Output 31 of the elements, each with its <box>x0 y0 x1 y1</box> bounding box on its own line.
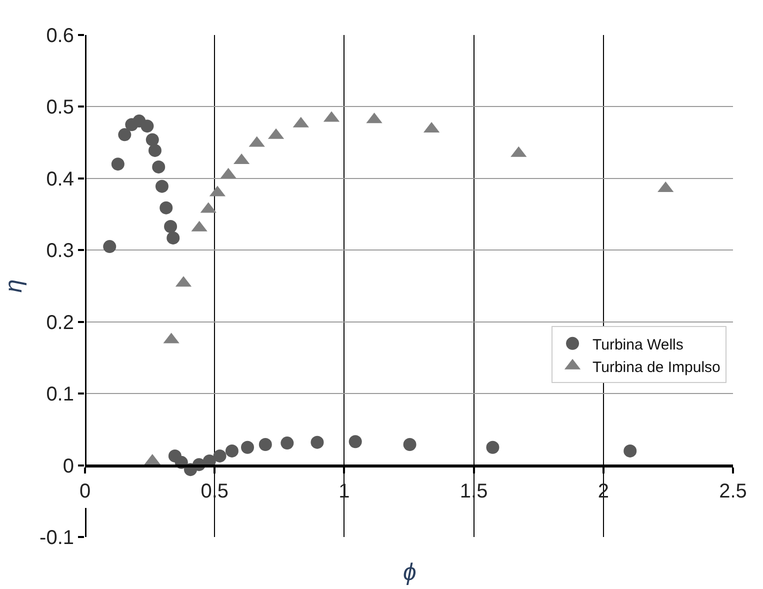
y-tick-label: 0.2 <box>46 312 74 334</box>
point <box>103 240 116 254</box>
y-tick-label: 0.5 <box>46 96 74 119</box>
point <box>152 160 166 174</box>
legend-label: Turbina de Impulso <box>592 358 720 376</box>
point <box>155 180 168 193</box>
point <box>160 201 173 214</box>
y-tick-label: 0.3 <box>46 240 74 262</box>
point <box>166 231 180 244</box>
point <box>148 144 162 157</box>
y-tick-label: -0.1 <box>40 527 74 549</box>
point <box>486 440 500 454</box>
x-axis-title: ϕ <box>403 559 416 586</box>
point <box>280 436 294 450</box>
y-tick-label: 0.6 <box>46 25 74 47</box>
point <box>225 444 238 458</box>
y-tick-label: 0.1 <box>46 384 74 406</box>
point <box>258 438 272 451</box>
y-tick-label: 0 <box>62 455 74 478</box>
y-tick-label: 0.4 <box>46 168 74 190</box>
point <box>348 435 362 448</box>
point <box>164 220 178 233</box>
x-tick-label: 0 <box>79 480 91 502</box>
point <box>213 449 226 462</box>
point <box>403 438 416 451</box>
point <box>624 444 637 458</box>
x-tick-label: 2.5 <box>719 480 747 502</box>
point <box>241 440 254 454</box>
point <box>310 436 324 449</box>
y-axis-title: η <box>0 279 28 293</box>
legend-label: Turbina Wells <box>592 336 684 354</box>
